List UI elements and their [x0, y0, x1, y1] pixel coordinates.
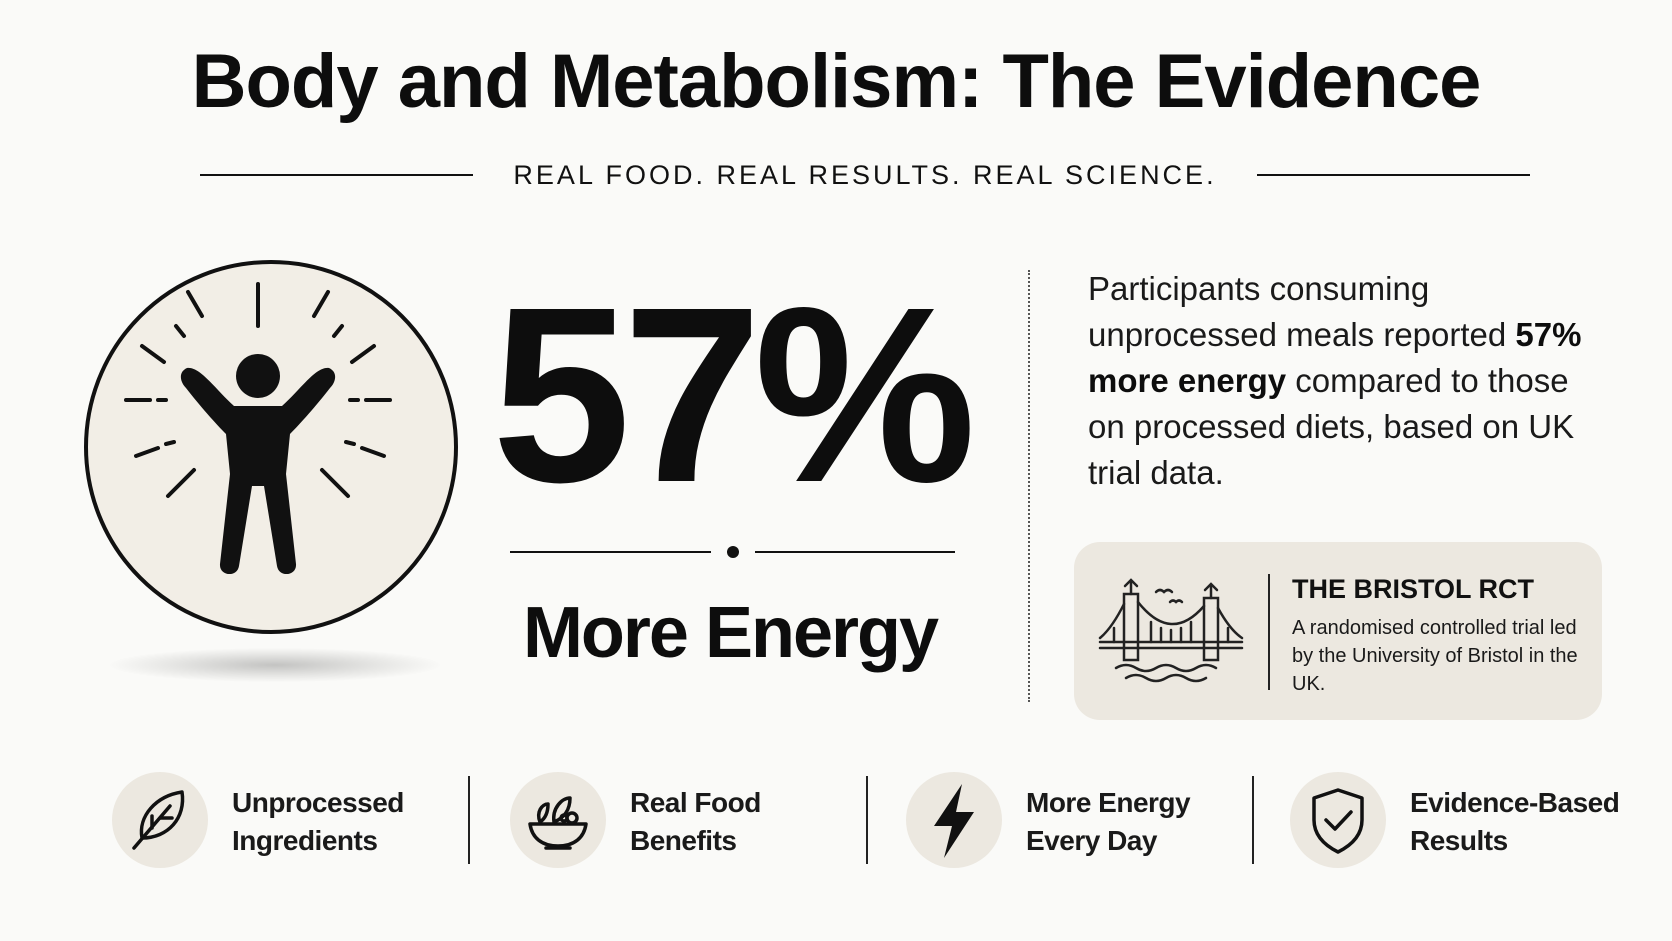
feature-line1: Real Food	[630, 787, 761, 818]
stat-label: More Energy	[522, 593, 939, 673]
stat-value: 57%	[491, 255, 976, 534]
lightning-bolt-icon	[906, 772, 1002, 868]
tagline-left-rule	[200, 174, 474, 176]
description-text: Participants consuming unprocessed meals…	[1088, 266, 1608, 496]
shield-check-icon	[1290, 772, 1386, 868]
tagline: REAL FOOD. REAL RESULTS. REAL SCIENCE.	[513, 159, 1217, 190]
stat-divider-dot	[726, 546, 739, 558]
card-title: THE BRISTOL RCT	[1292, 574, 1535, 604]
tagline-right-rule	[1256, 174, 1530, 176]
feature-line2: Results	[1410, 825, 1508, 856]
leaf-icon	[112, 772, 208, 868]
hero-shadow	[110, 648, 440, 682]
feature-line1: Unprocessed	[232, 787, 404, 818]
feature-text: Real Food Benefits	[630, 784, 870, 860]
stat-divider	[510, 546, 955, 558]
card-separator	[1268, 574, 1270, 690]
stat-divider-right-rule	[754, 551, 955, 553]
feature-text: Unprocessed Ingredients	[232, 784, 472, 860]
feature-text: Evidence-Based Results	[1410, 784, 1650, 860]
salad-bowl-icon	[510, 772, 606, 868]
description-highlight: 57% more energy	[1088, 316, 1582, 399]
description-part2: compared to those on processed diets, ba…	[1088, 362, 1575, 491]
feature-separator	[468, 776, 470, 864]
page-title: Body and Metabolism: The Evidence	[191, 39, 1482, 124]
feature-separator	[866, 776, 868, 864]
description-part1: Participants consuming unprocessed meals…	[1088, 270, 1516, 353]
feature-line2: Every Day	[1026, 825, 1157, 856]
feature-text: More Energy Every Day	[1026, 784, 1266, 860]
feature-line2: Ingredients	[232, 825, 378, 856]
feature-separator	[1252, 776, 1254, 864]
feature-line2: Benefits	[630, 825, 737, 856]
stat-divider-left-rule	[510, 551, 711, 553]
card-body: A randomised controlled trial led by the…	[1292, 617, 1578, 695]
feature-line1: More Energy	[1026, 787, 1191, 818]
feature-row: Unprocessed Ingredients Real Food Benefi…	[0, 766, 1672, 876]
study-card: THE BRISTOL RCT A randomised controlled …	[1074, 542, 1602, 720]
tagline-row: REAL FOOD. REAL RESULTS. REAL SCIENCE.	[200, 160, 1530, 190]
energetic-person-icon	[84, 260, 458, 634]
vertical-dotted-separator	[1028, 270, 1030, 702]
feature-line1: Evidence-Based	[1410, 787, 1620, 818]
suspension-bridge-icon	[1096, 572, 1246, 697]
